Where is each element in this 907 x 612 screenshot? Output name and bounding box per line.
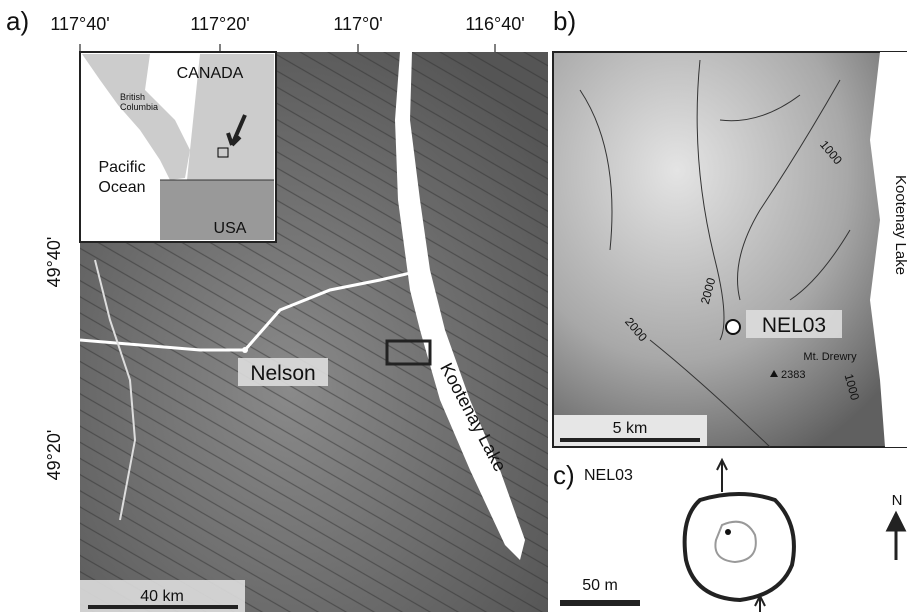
inflow-arrow bbox=[717, 460, 727, 492]
panel-label: c) bbox=[553, 460, 575, 490]
site-label: NEL03 bbox=[584, 467, 633, 484]
panel-c: c) NEL03 N 50 m bbox=[553, 460, 904, 612]
peak-elevation: 2383 bbox=[781, 369, 805, 381]
site-label: NEL03 bbox=[762, 314, 826, 337]
north-label: N bbox=[892, 492, 903, 509]
country-label: CANADA bbox=[177, 65, 244, 82]
scale-label: 40 km bbox=[140, 588, 184, 605]
figure: a) 117°40' 117°20' 117°0' 116°40' 49°40'… bbox=[0, 0, 907, 612]
north-arrow bbox=[888, 514, 904, 560]
lon-tick: 117°20' bbox=[190, 14, 249, 34]
lake-label: Kootenay Lake bbox=[892, 175, 907, 275]
town-label: Nelson bbox=[250, 362, 315, 385]
panel-b: b) 1000 2000 2000 1000 Kootenay Lake NEL… bbox=[553, 6, 907, 447]
lon-tick: 117°40' bbox=[50, 14, 109, 34]
site-marker bbox=[726, 320, 740, 334]
peak-label: Mt. Drewry bbox=[803, 351, 857, 363]
core-site bbox=[725, 529, 731, 535]
town-marker bbox=[242, 347, 248, 353]
province-label: British bbox=[120, 92, 145, 102]
province-label: Columbia bbox=[120, 102, 158, 112]
panel-label: a) bbox=[6, 6, 29, 36]
lake-outline bbox=[685, 494, 794, 600]
lon-tick: 117°0' bbox=[333, 14, 382, 34]
country-label: USA bbox=[214, 220, 247, 237]
ocean-label: Pacific bbox=[98, 159, 145, 176]
lat-tick: 49°40' bbox=[44, 237, 64, 288]
scale-label: 5 km bbox=[613, 420, 648, 437]
lat-tick: 49°20' bbox=[44, 430, 64, 481]
lon-tick: 116°40' bbox=[465, 14, 524, 34]
ocean-label: Ocean bbox=[98, 179, 145, 196]
scale-label: 50 m bbox=[582, 577, 618, 594]
panel-a: a) 117°40' 117°20' 117°0' 116°40' 49°40'… bbox=[6, 6, 548, 612]
deep-area bbox=[715, 522, 755, 562]
panel-label: b) bbox=[553, 6, 576, 36]
